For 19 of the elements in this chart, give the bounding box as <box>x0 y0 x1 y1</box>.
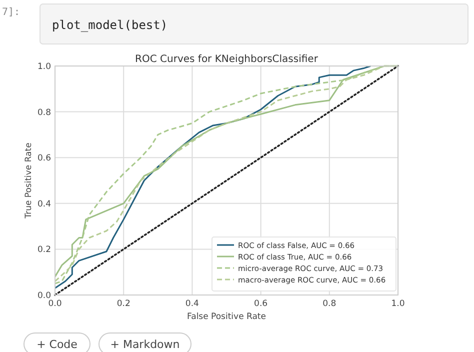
x-tick-label: 1.0 <box>391 299 405 309</box>
y-tick-label: 0.8 <box>37 108 51 118</box>
text: 7]: <box>2 7 20 18</box>
x-tick-label: 0.0 <box>48 299 62 309</box>
x-tick-label: 0.4 <box>185 299 199 309</box>
chart-title: ROC Curves for KNeighborsClassifier <box>135 54 319 65</box>
code-button: + Code <box>24 332 90 352</box>
y-tick-label: 0.6 <box>37 154 51 164</box>
y-tick-label: 0.4 <box>37 199 51 210</box>
x-tick-label: 0.6 <box>254 299 268 309</box>
y-tick-label: 0.2 <box>37 245 51 256</box>
markdown-button: + Markdown <box>98 332 192 352</box>
y-axis-title: True Positive Rate <box>24 142 34 220</box>
x-tick-label: 0.2 <box>116 299 130 309</box>
y-tick-label: 1.0 <box>37 62 51 72</box>
text: plot_model(best) <box>52 18 168 32</box>
x-axis-title: False Positive Rate <box>187 312 266 322</box>
x-tick-label: 0.8 <box>322 299 336 309</box>
y-tick-label: 0.0 <box>37 291 51 301</box>
